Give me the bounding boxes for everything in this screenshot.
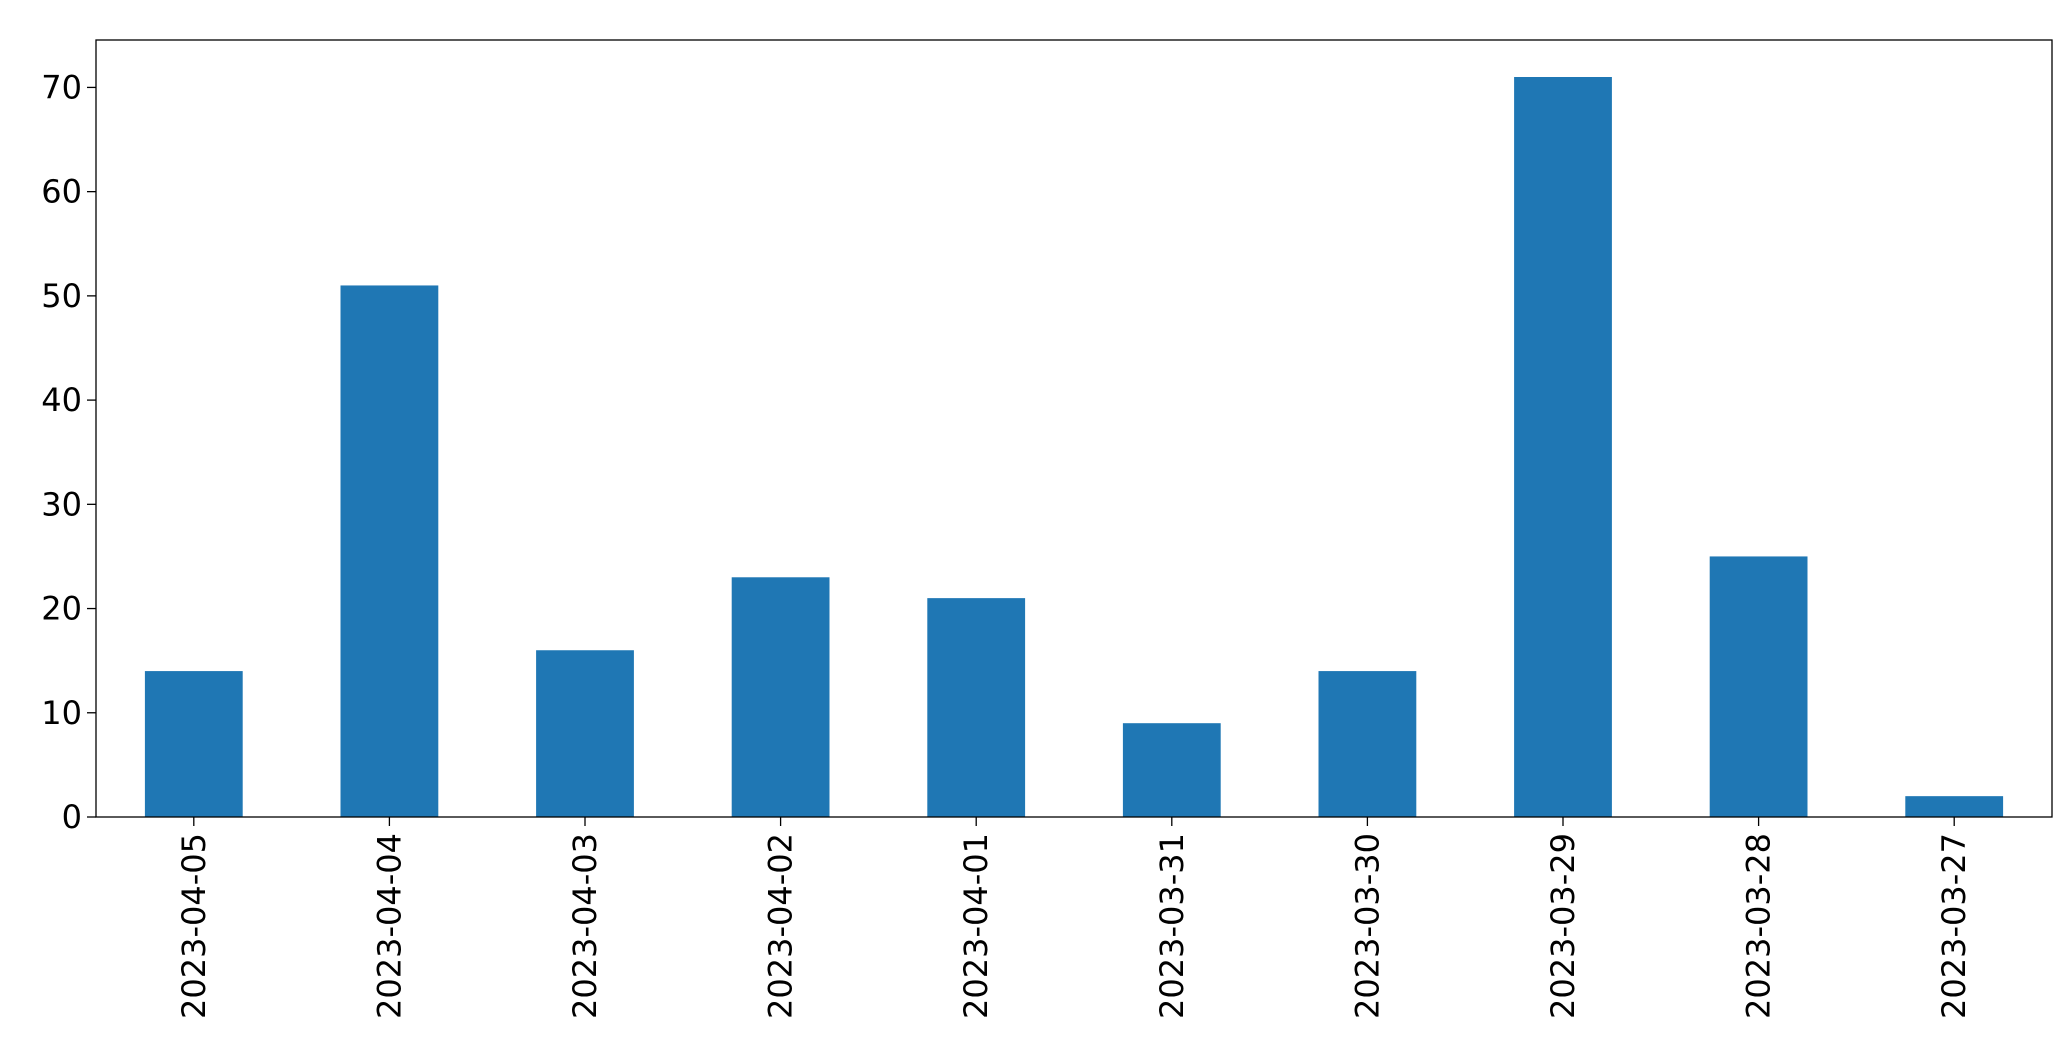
bar — [1318, 671, 1417, 817]
y-tick-label: 0 — [62, 798, 82, 836]
x-tick-label: 2023-04-02 — [762, 833, 800, 1019]
x-tick-label: 2023-03-28 — [1740, 833, 1778, 1019]
y-tick-label: 60 — [41, 173, 82, 211]
x-tick-label: 2023-04-03 — [566, 833, 604, 1019]
bar — [536, 650, 634, 817]
x-tick-label: 2023-03-31 — [1153, 833, 1191, 1019]
x-tick-label: 2023-03-29 — [1544, 833, 1582, 1019]
y-tick-label: 70 — [41, 68, 82, 106]
bar — [1122, 723, 1221, 817]
bar — [1905, 796, 2004, 817]
x-tick-label: 2023-04-04 — [370, 833, 408, 1019]
y-tick-label: 40 — [41, 381, 82, 419]
bar — [1514, 77, 1612, 817]
bar — [1709, 556, 1808, 817]
x-tick-label: 2023-04-01 — [957, 833, 995, 1019]
bar — [927, 598, 1026, 817]
y-tick-label: 30 — [41, 485, 82, 523]
x-tick-label: 2023-03-30 — [1348, 833, 1386, 1019]
y-tick-label: 10 — [41, 694, 82, 732]
plot-frame — [95, 39, 2053, 818]
bar — [144, 671, 243, 817]
x-tick-label: 2023-04-05 — [175, 833, 213, 1019]
x-tick-label: 2023-03-27 — [1935, 833, 1973, 1019]
bar — [731, 577, 830, 817]
y-tick-label: 50 — [41, 277, 82, 315]
y-tick-label: 20 — [41, 590, 82, 628]
bar — [340, 285, 439, 818]
